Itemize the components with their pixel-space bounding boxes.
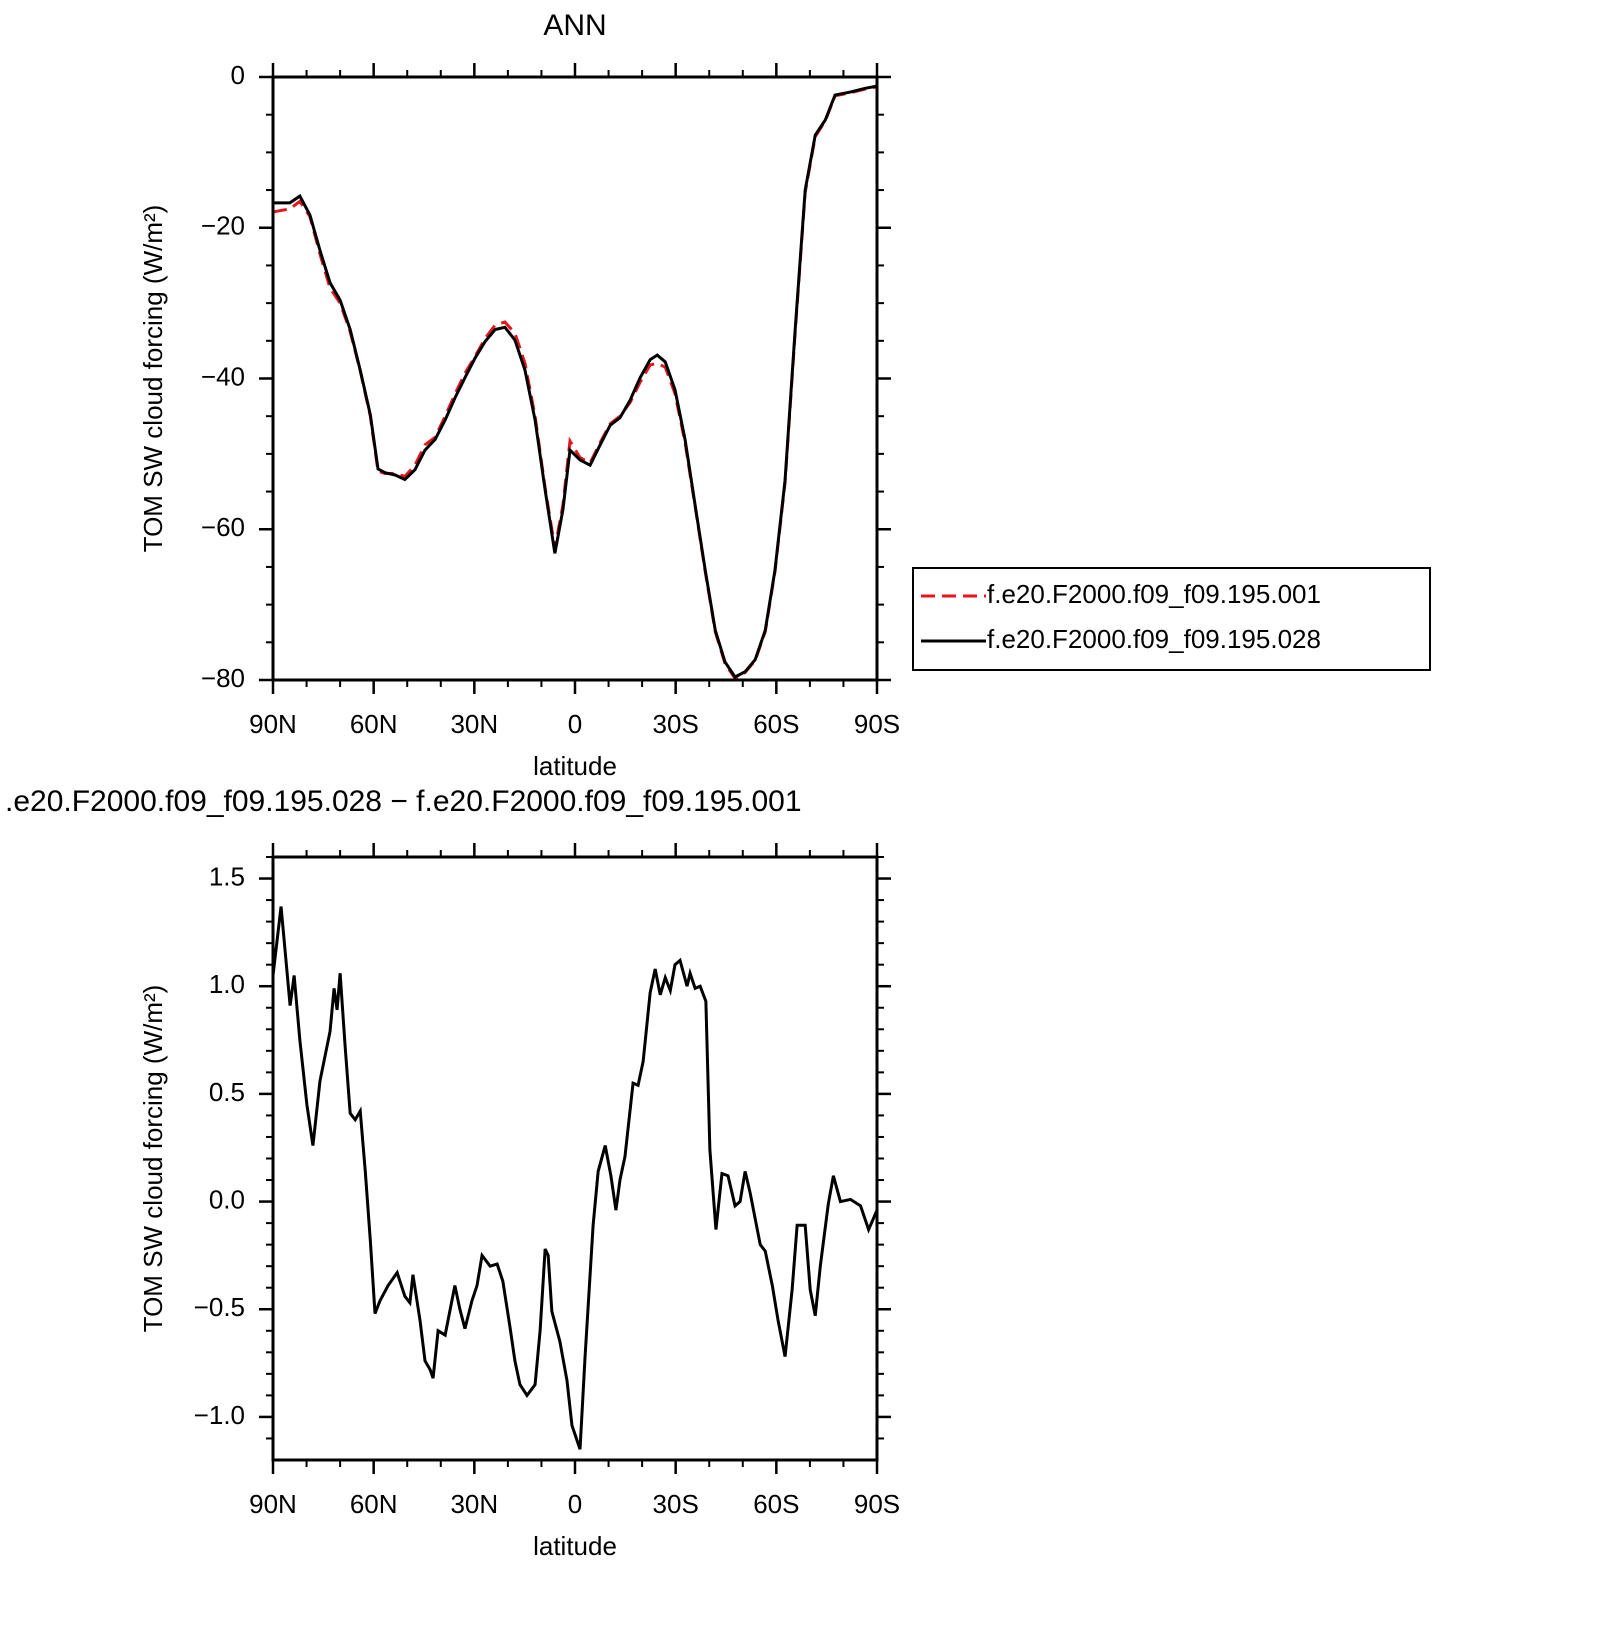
y-axis-label: TOM SW cloud forcing (W/m²) <box>138 985 168 1333</box>
y-tick-label: −80 <box>201 663 245 693</box>
x-tick-label: 30S <box>653 1489 699 1519</box>
y-tick-label: −1.0 <box>194 1400 245 1430</box>
y-axis-label: TOM SW cloud forcing (W/m²) <box>138 205 168 553</box>
y-tick-label: −60 <box>201 512 245 542</box>
x-tick-label: 30S <box>653 709 699 739</box>
x-tick-label: 90N <box>249 709 297 739</box>
x-tick-label: 90S <box>854 709 900 739</box>
chart-title: ANN <box>543 9 606 42</box>
x-tick-label: 0 <box>568 1489 582 1519</box>
legend: f.e20.F2000.f09_f09.195.001 f.e20.F2000.f… <box>912 567 1431 671</box>
y-tick-label: −40 <box>201 361 245 391</box>
x-tick-label: 90S <box>854 1489 900 1519</box>
data-line <box>271 906 879 1450</box>
y-tick-label: −0.5 <box>194 1292 245 1322</box>
x-tick-label: 60N <box>350 709 398 739</box>
x-tick-label: 60S <box>753 709 799 739</box>
y-tick-label: 0.5 <box>209 1077 245 1107</box>
x-tick-label: 60S <box>753 1489 799 1519</box>
legend-box <box>912 567 1431 671</box>
x-tick-label: 0 <box>568 709 582 739</box>
y-tick-label: 0.0 <box>209 1184 245 1214</box>
legend-label: f.e20.F2000.f09_f09.195.028 <box>987 624 1321 654</box>
x-tick-label: 30N <box>450 709 498 739</box>
y-tick-label: 1.0 <box>209 969 245 999</box>
y-tick-label: −20 <box>201 211 245 241</box>
x-tick-label: 30N <box>450 1489 498 1519</box>
chart-title: .e20.F2000.f09_f09.195.028 − f.e20.F2000… <box>5 785 802 818</box>
y-tick-label: 1.5 <box>209 861 245 891</box>
x-tick-label: 90N <box>249 1489 297 1519</box>
y-tick-label: 0 <box>231 60 245 90</box>
data-line <box>273 84 878 679</box>
x-tick-label: 60N <box>350 1489 398 1519</box>
x-axis-label: latitude <box>533 751 617 781</box>
x-axis-label: latitude <box>533 1531 617 1561</box>
legend-label: f.e20.F2000.f09_f09.195.001 <box>987 579 1321 609</box>
